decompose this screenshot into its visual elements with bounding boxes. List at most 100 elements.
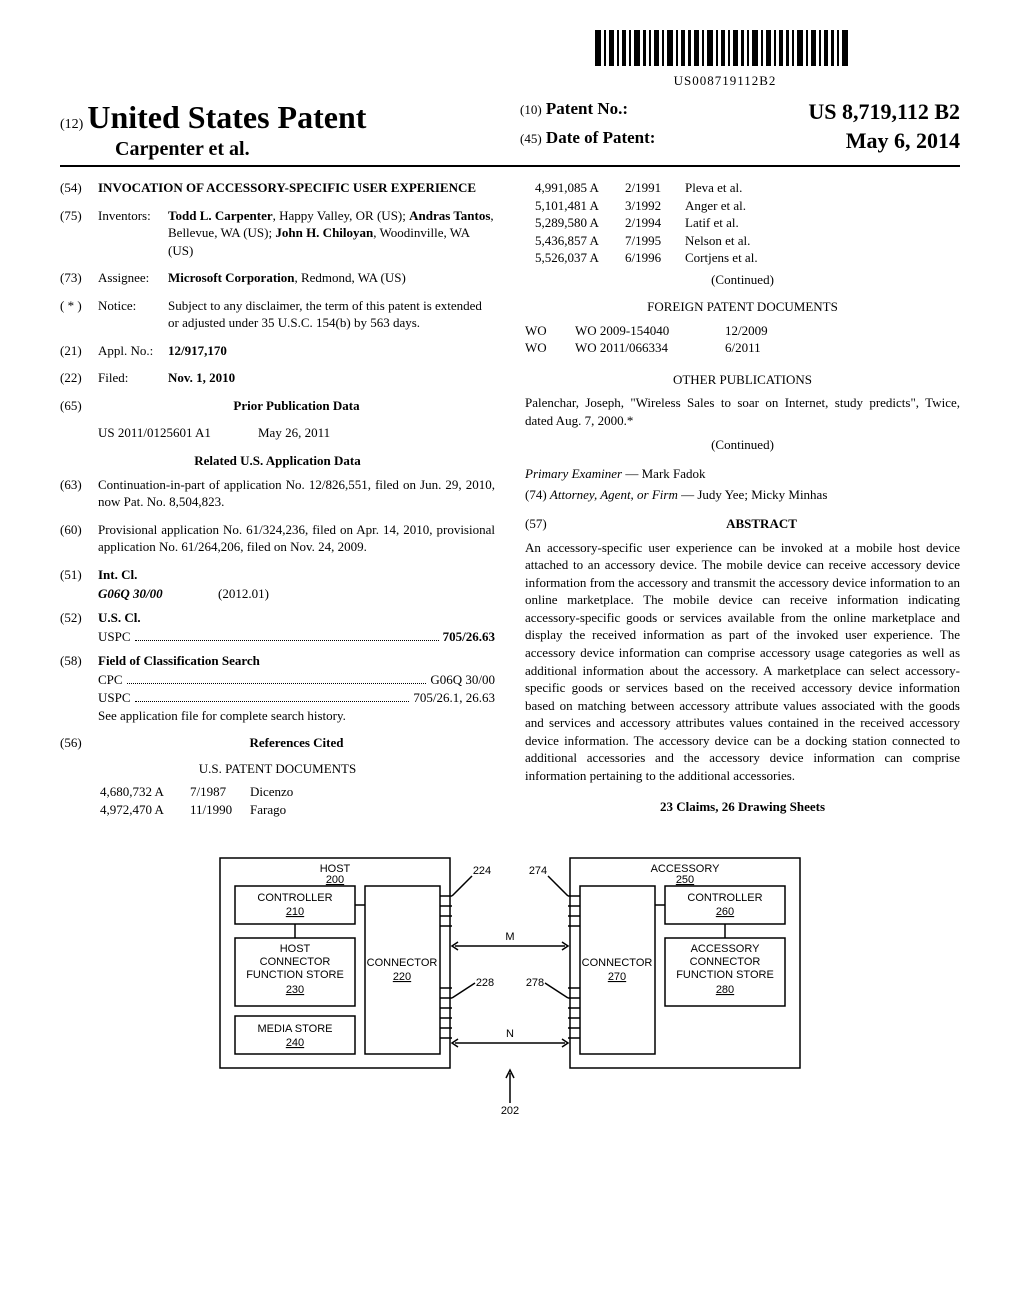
f21-num: (21): [60, 342, 98, 360]
f54-num: (54): [60, 179, 98, 197]
other-text: Palenchar, Joseph, "Wireless Sales to so…: [525, 394, 960, 429]
f65-date: May 26, 2011: [258, 424, 330, 442]
d-224: 224: [473, 865, 491, 877]
fstar-lab: Notice:: [98, 297, 168, 332]
d-conn-l: CONNECTOR: [367, 957, 438, 969]
f75-val: Todd L. Carpenter, Happy Valley, OR (US)…: [168, 207, 495, 260]
examiner: Mark Fadok: [642, 466, 706, 481]
f21-val: 12/917,170: [168, 343, 227, 358]
f22-num: (22): [60, 369, 98, 387]
f58-cpc-val: G06Q 30/00: [430, 671, 495, 689]
d-acfs-n: 280: [716, 984, 734, 996]
d-hcfs-n: 230: [286, 984, 304, 996]
d-media-n: 240: [286, 1037, 304, 1049]
ref-row: 5,526,037 A6/1996Cortjens et al.: [535, 249, 960, 267]
abstract-text: An accessory-specific user experience ca…: [525, 539, 960, 785]
header-title: United States Patent: [87, 99, 366, 135]
ref-row: 5,289,580 A2/1994Latif et al.: [535, 214, 960, 232]
claims-line: 23 Claims, 26 Drawing Sheets: [525, 798, 960, 816]
d-ctrl-r: CONTROLLER: [687, 892, 762, 904]
d-228: 228: [476, 977, 494, 989]
related-head: Related U.S. Application Data: [60, 452, 495, 470]
date-label: Date of Patent:: [546, 128, 656, 147]
fstar-val: Subject to any disclaimer, the term of t…: [168, 297, 495, 332]
examiner-lab: Primary Examiner: [525, 466, 622, 481]
foreign-head: FOREIGN PATENT DOCUMENTS: [525, 298, 960, 316]
f63-num: (63): [60, 476, 98, 511]
f56-head: References Cited: [250, 735, 344, 750]
d-conn-r: CONNECTOR: [582, 957, 653, 969]
d-202: 202: [501, 1105, 519, 1117]
f65-num: (65): [60, 397, 98, 415]
patent-no-label: Patent No.:: [546, 99, 628, 118]
d-ctrl-ln: 210: [286, 906, 304, 918]
d-m: M: [505, 931, 514, 943]
abstract-head: ABSTRACT: [726, 516, 797, 531]
f58-lab: Field of Classification Search: [98, 653, 260, 668]
d-274: 274: [529, 865, 547, 877]
d-host-n: 200: [326, 874, 344, 886]
ref-row: 5,436,857 A7/1995Nelson et al.: [535, 232, 960, 250]
f51-num: (51): [60, 566, 98, 584]
f73-val: Microsoft Corporation, Redmond, WA (US): [168, 269, 495, 287]
ref-row: 4,991,085 A2/1991Pleva et al.: [535, 179, 960, 197]
f22-val: Nov. 1, 2010: [168, 370, 235, 385]
ref-row: 4,680,732 A7/1987Dicenzo: [100, 783, 495, 801]
svg-text:CONNECTOR: CONNECTOR: [690, 956, 761, 968]
f52-lab: U.S. Cl.: [98, 610, 141, 625]
f73-num: (73): [60, 269, 98, 287]
svg-text:ACCESSORY: ACCESSORY: [691, 943, 761, 955]
d-278: 278: [526, 977, 544, 989]
f54-val: INVOCATION OF ACCESSORY-SPECIFIC USER EX…: [98, 180, 476, 195]
f63-val: Continuation-in-part of application No. …: [98, 476, 495, 511]
svg-text:CONNECTOR: CONNECTOR: [260, 956, 331, 968]
f73-lab: Assignee:: [98, 269, 168, 287]
f65-head: Prior Publication Data: [233, 398, 359, 413]
d-media: MEDIA STORE: [258, 1023, 333, 1035]
fstar-num: ( * ): [60, 297, 98, 332]
other-head: OTHER PUBLICATIONS: [525, 371, 960, 389]
us-docs-head-l: U.S. PATENT DOCUMENTS: [60, 760, 495, 778]
f52-uspc-val: 705/26.63: [443, 629, 495, 644]
ref-row: WOWO 2009-15404012/2009: [525, 322, 960, 340]
f52-uspc-lab: USPC: [98, 628, 131, 646]
f58-uspc-val: 705/26.1, 26.63: [413, 689, 495, 707]
continued-2: (Continued): [525, 436, 960, 454]
f58-uspc-lab: USPC: [98, 689, 131, 707]
barcode-block: US008719112B2: [490, 30, 960, 89]
f60-val: Provisional application No. 61/324,236, …: [98, 521, 495, 556]
d-conn-ln: 220: [393, 971, 411, 983]
header-authors: Carpenter et al.: [60, 138, 500, 161]
f52-num: (52): [60, 609, 98, 627]
attorney: Judy Yee; Micky Minhas: [697, 487, 827, 502]
patent-diagram: HOST 200 CONTROLLER 210 HOST CONNECTOR F…: [200, 848, 820, 1118]
date-value: May 6, 2014: [846, 128, 960, 154]
d-conn-rn: 270: [608, 971, 626, 983]
patent-no-value: US 8,719,112 B2: [808, 99, 960, 125]
d-acc-n: 250: [676, 874, 694, 886]
svg-text:HOST: HOST: [280, 943, 311, 955]
barcode-number: US008719112B2: [490, 73, 960, 89]
f58-cpc-lab: CPC: [98, 671, 123, 689]
ref-row: 5,101,481 A3/1992Anger et al.: [535, 197, 960, 215]
d-ctrl-l: CONTROLLER: [257, 892, 332, 904]
f75-num: (75): [60, 207, 98, 260]
continued-1: (Continued): [525, 271, 960, 289]
f51-class: G06Q 30/00: [98, 586, 163, 601]
f56-num: (56): [60, 734, 98, 752]
f21-lab: Appl. No.:: [98, 342, 168, 360]
header-sup12: (12): [60, 117, 83, 132]
ref-row: 4,972,470 A11/1990Farago: [100, 801, 495, 819]
f51-lab: Int. Cl.: [98, 567, 137, 582]
f75-lab: Inventors:: [98, 207, 168, 260]
svg-text:FUNCTION STORE: FUNCTION STORE: [676, 969, 774, 981]
d-n: N: [506, 1028, 514, 1040]
svg-text:FUNCTION STORE: FUNCTION STORE: [246, 969, 344, 981]
f65-pub: US 2011/0125601 A1: [98, 424, 258, 442]
barcode-icon: [595, 30, 855, 66]
f60-num: (60): [60, 521, 98, 556]
f74-num: (74): [525, 487, 547, 502]
f58-num: (58): [60, 652, 98, 670]
f51-year: (2012.01): [218, 585, 269, 603]
ref-row: WOWO 2011/0663346/2011: [525, 339, 960, 357]
